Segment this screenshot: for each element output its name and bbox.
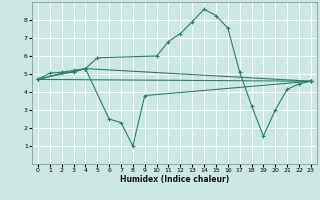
X-axis label: Humidex (Indice chaleur): Humidex (Indice chaleur) (120, 175, 229, 184)
